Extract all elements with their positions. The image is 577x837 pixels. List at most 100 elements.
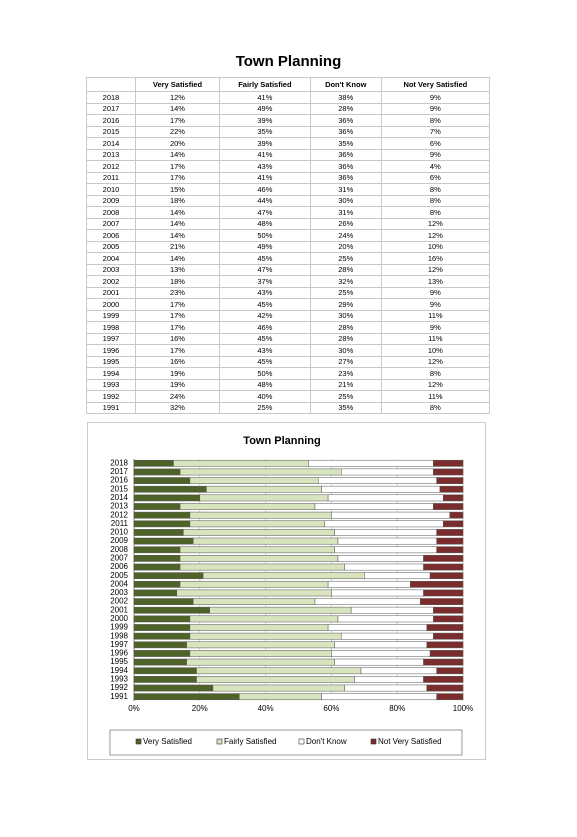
table-cell: 30% [309, 194, 382, 207]
legend-label: Fairly Satisfied [224, 737, 276, 746]
table-cell: 2012 [86, 160, 136, 173]
y-tick-label: 2013 [110, 502, 128, 511]
table-cell: 41% [218, 148, 311, 161]
table-cell: 49% [218, 240, 311, 253]
bar-segment [433, 459, 464, 467]
table-cell: 14% [135, 229, 220, 242]
bar-segment [133, 589, 178, 597]
table-cell: 8% [380, 194, 491, 207]
table-cell: 2015 [86, 125, 136, 138]
bar-segment [439, 485, 464, 493]
y-tick-label: 1999 [110, 623, 128, 632]
x-tick-label: 80% [389, 704, 405, 713]
bar-segment [327, 580, 411, 588]
y-tick-label: 2010 [110, 528, 128, 537]
x-tick-label: 20% [192, 704, 208, 713]
bar-segment [192, 537, 339, 545]
table-row: 2009 18% 44% 30% 8% [86, 194, 491, 207]
bar-segment [331, 511, 451, 519]
bar-segment [334, 529, 437, 536]
bar-segment [133, 667, 197, 675]
bar-segment [327, 494, 444, 502]
table-cell: 2008 [86, 206, 136, 219]
bar-segment [341, 468, 434, 476]
x-tick-label: 0% [128, 704, 140, 713]
bar-segment [360, 667, 437, 675]
table-row: 2006 14% 50% 24% 12% [86, 229, 491, 242]
bar-segment [133, 459, 174, 467]
y-tick-label: 2016 [110, 476, 128, 485]
table-row: 2010 15% 46% 31% 8% [86, 183, 491, 196]
bar-segment [176, 589, 332, 597]
bar-segment [133, 572, 204, 580]
bar-segment [189, 624, 329, 631]
table-cell: 8% [380, 401, 491, 414]
bar-segment [189, 520, 326, 528]
y-tick-label: 2009 [110, 536, 128, 545]
bar-segment [133, 598, 194, 605]
table-cell: 36% [309, 160, 382, 173]
table-cell: 2009 [86, 194, 136, 207]
table-row: 2012 17% 43% 36% 4% [86, 160, 491, 173]
bar-segment [314, 598, 421, 605]
bar-segment [179, 555, 339, 562]
bar-segment [133, 624, 191, 631]
table-row: 2016 17% 39% 36% 8% [86, 114, 491, 127]
bar-segment [189, 650, 332, 657]
bar-segment [443, 520, 464, 528]
bar-segment [314, 503, 434, 510]
table-cell: 2013 [86, 148, 136, 161]
bar-segment [449, 511, 464, 519]
table-cell: 2010 [86, 183, 136, 196]
table-row: 2007 14% 48% 26% 12% [86, 217, 491, 230]
bar-segment [179, 468, 342, 476]
table-row: 1992 24% 40% 25% 11% [86, 390, 491, 403]
bar-segment [321, 693, 437, 701]
y-tick-label: 2004 [110, 579, 128, 588]
table-cell: 15% [135, 183, 220, 196]
y-tick-label: 2014 [110, 493, 128, 502]
bar-segment [189, 615, 339, 623]
table-cell: 18% [135, 194, 220, 207]
table-cell: 14% [135, 148, 220, 161]
table-cell: 17% [135, 160, 220, 173]
y-tick-label: 2017 [110, 467, 128, 476]
table-row: 2011 17% 41% 36% 6% [86, 171, 491, 184]
bar-segment [133, 693, 240, 701]
table-cell: 1991 [86, 401, 136, 414]
legend-label: Not Very Satisfied [378, 737, 442, 746]
y-tick-label: 1997 [110, 640, 128, 649]
table-row: 2008 14% 47% 31% 8% [86, 206, 491, 219]
table-cell: 2001 [86, 286, 136, 299]
bar-segment [423, 555, 464, 562]
header-cell: Very Satisfied [135, 77, 220, 92]
header-cell: Don't Know [309, 77, 382, 92]
table-row: 2015 22% 35% 36% 7% [86, 125, 491, 138]
table-row: 2004 14% 45% 25% 16% [86, 252, 491, 265]
legend-swatch [298, 738, 305, 745]
table-body: 2018 12% 41% 38% 9% 2017 14% 49% 28% 9% 2016 17% 39%… [86, 91, 491, 414]
table-row: 1993 19% 48% 21% 12% [86, 378, 491, 391]
table-cell: 20% [309, 240, 382, 253]
table-cell: 21% [135, 240, 220, 253]
y-tick-label: 2005 [110, 571, 128, 580]
bar-segment [212, 684, 345, 692]
table-cell: 10% [380, 240, 491, 253]
bar-segment [133, 676, 197, 683]
y-tick-label: 1993 [110, 675, 128, 684]
bar-segment [133, 650, 191, 657]
bar-segment [433, 606, 464, 614]
header-row: Very Satisfied Fairly Satisfied Don't Know… [86, 77, 491, 92]
bar-segment [133, 641, 187, 649]
table-cell: 48% [218, 217, 311, 230]
bar-segment [436, 477, 464, 484]
bar-segment [334, 641, 428, 649]
bar-segment [423, 676, 464, 683]
table-cell: 17% [135, 171, 220, 184]
bar-segment [436, 529, 464, 536]
bar-segment [133, 658, 187, 666]
bar-segment [426, 624, 464, 631]
y-tick-label: 1992 [110, 683, 128, 692]
bar-segment [344, 563, 424, 571]
bar-segment [133, 606, 210, 614]
